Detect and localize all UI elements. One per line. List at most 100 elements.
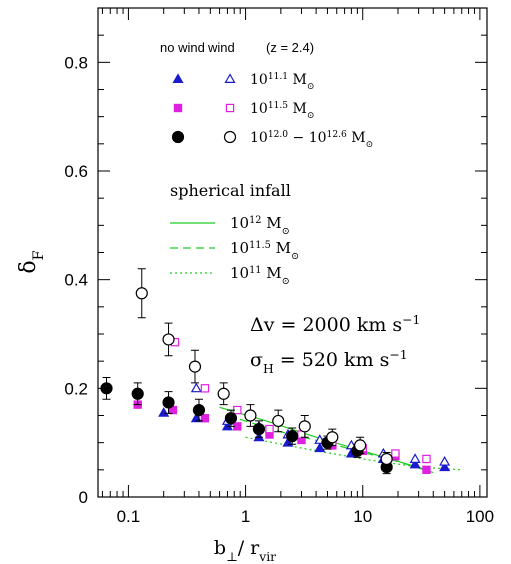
- text-part: 10: [250, 72, 268, 88]
- text-part: 11.1: [268, 72, 288, 82]
- point: [192, 403, 206, 417]
- y-tick-label: 0.8: [64, 53, 88, 72]
- legend-marker: [224, 73, 236, 83]
- text-part: = 520 km s: [274, 349, 390, 371]
- point: [439, 461, 451, 472]
- text-part: ⊙: [366, 140, 374, 150]
- legend-title: spherical infall: [170, 181, 291, 200]
- point: [221, 420, 233, 431]
- point: [200, 414, 210, 423]
- legend-marker: [172, 73, 184, 83]
- annotation: Δv = 2000 km s−1: [250, 313, 420, 336]
- point: [439, 455, 451, 466]
- legend-marker: [171, 130, 185, 144]
- y-axis-label: δF: [16, 250, 47, 273]
- point: [162, 333, 175, 346]
- legend-marker: [225, 103, 235, 113]
- point: [162, 396, 175, 409]
- point: [252, 422, 266, 436]
- legend-label: 1011.1 M⊙: [250, 72, 315, 92]
- text-part: M: [288, 72, 307, 88]
- x-axis-label: b⊥/ rvir: [214, 537, 276, 564]
- text-part: M: [262, 264, 282, 282]
- point: [224, 412, 238, 425]
- point: [131, 387, 144, 400]
- y-tick-label: 0.2: [64, 379, 88, 398]
- y-tick-label: 0.4: [64, 271, 88, 290]
- point: [391, 449, 400, 458]
- point: [190, 382, 202, 393]
- text-part: −1: [402, 313, 420, 327]
- x-tick-label: 0.1: [117, 507, 141, 526]
- point: [217, 387, 230, 400]
- text-part: ⊙: [307, 82, 315, 92]
- x-tick-label: 1: [241, 507, 250, 526]
- text-part: ⊙: [282, 276, 290, 287]
- text-part: δ: [16, 260, 41, 273]
- point: [422, 454, 431, 464]
- point: [409, 453, 421, 463]
- text-part: H: [263, 362, 274, 376]
- text-part: M: [288, 101, 307, 117]
- text-part: M: [262, 214, 282, 232]
- legend-header: no wind: [160, 40, 205, 55]
- text-part: ⊙: [282, 226, 290, 237]
- point: [314, 442, 326, 453]
- point: [354, 439, 367, 452]
- x-tick-label: 10: [353, 507, 372, 526]
- text-part: vir: [258, 550, 276, 564]
- point: [409, 458, 421, 469]
- text-part: 12.6: [327, 130, 347, 140]
- text-part: / r: [238, 537, 260, 559]
- legend-header: wind: [207, 40, 235, 55]
- legend-label: 1011.5 M⊙: [250, 101, 315, 121]
- legend-marker: [223, 130, 237, 144]
- legend-label: 1012 M⊙: [230, 214, 290, 237]
- text-part: 12: [249, 215, 261, 226]
- legend-label: 1011.5 M⊙: [230, 239, 299, 262]
- point: [265, 424, 274, 434]
- text-part: 11: [249, 265, 261, 276]
- annotation: σH = 520 km s−1: [250, 348, 408, 376]
- point: [326, 431, 339, 444]
- model-line: [245, 436, 462, 471]
- text-part: − 10: [288, 130, 326, 146]
- point: [158, 407, 170, 417]
- legend-marker: [173, 103, 183, 113]
- text-part: F: [31, 250, 47, 260]
- text-part: 10: [230, 264, 249, 282]
- text-part: 10: [230, 214, 249, 232]
- legend-label: 1012.0 − 1012.6 M⊙: [250, 130, 373, 150]
- text-part: 10: [250, 101, 268, 117]
- point: [286, 430, 299, 443]
- point: [100, 382, 113, 395]
- point: [272, 414, 285, 428]
- text-part: 10: [250, 130, 268, 146]
- text-part: M: [271, 239, 291, 257]
- point: [422, 465, 431, 475]
- point: [380, 452, 393, 466]
- text-part: ⊙: [291, 251, 299, 262]
- legend-label: 1011 M⊙: [230, 264, 290, 287]
- x-tick-label: 100: [466, 507, 494, 526]
- text-part: b: [214, 537, 226, 559]
- text-part: 10: [230, 239, 249, 257]
- text-part: M: [347, 130, 366, 146]
- text-part: ⊥: [226, 550, 238, 564]
- legend-header: (z = 2.4): [266, 40, 314, 55]
- point: [135, 287, 148, 300]
- y-tick-label: 0: [79, 488, 88, 507]
- point: [188, 360, 202, 373]
- point: [244, 409, 257, 422]
- text-part: ⊙: [307, 111, 315, 121]
- text-part: σ: [250, 349, 263, 371]
- y-tick-label: 0.6: [64, 162, 88, 181]
- text-part: 11.5: [249, 240, 271, 251]
- text-part: 12.0: [268, 130, 288, 140]
- point: [200, 384, 210, 393]
- text-part: −1: [389, 348, 407, 362]
- point: [298, 420, 311, 433]
- text-part: Δv = 2000 km s: [250, 314, 402, 336]
- text-part: 11.5: [268, 101, 288, 111]
